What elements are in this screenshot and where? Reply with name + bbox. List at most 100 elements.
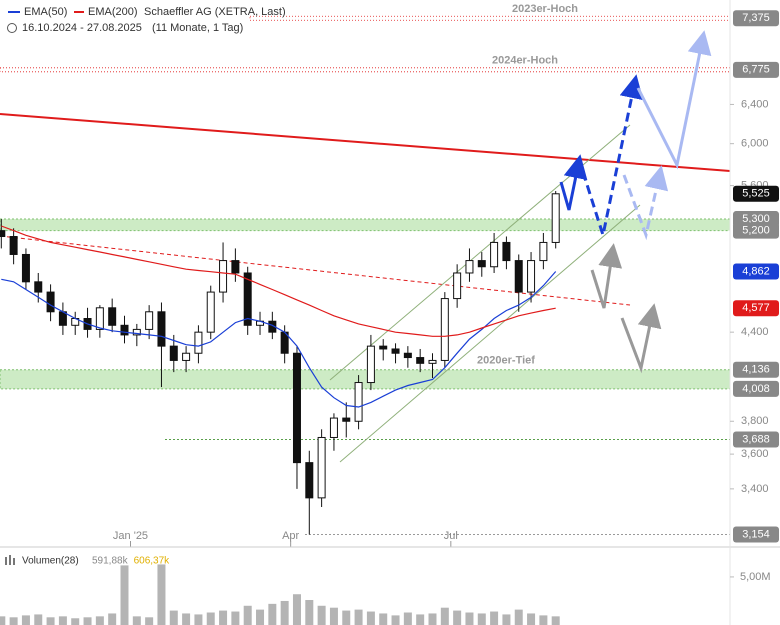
- volume-bar: [256, 609, 265, 625]
- candle-body: [95, 307, 104, 330]
- volume-bar: [83, 617, 92, 625]
- volume-icon: [5, 557, 7, 565]
- candle-body: [354, 382, 363, 422]
- y-tick-label: 4,400: [741, 326, 769, 338]
- volume-bar: [490, 611, 499, 625]
- y-tick-label: 6,400: [741, 98, 769, 110]
- x-tick-label: Jan '25: [113, 530, 148, 542]
- price-box: [733, 61, 779, 78]
- legend-label: EMA(50): [24, 6, 67, 18]
- volume-bar: [95, 616, 104, 625]
- price-box: [733, 361, 779, 378]
- candle-body: [132, 328, 141, 336]
- price-box-label: 5,200: [742, 225, 770, 237]
- price-box: [733, 263, 779, 280]
- volume-bar: [0, 616, 6, 625]
- candle-body: [219, 260, 228, 293]
- candle-body: [317, 436, 326, 499]
- volume-bar: [502, 614, 511, 625]
- level-annotation: 2024er-Hoch: [492, 55, 558, 67]
- candle-body: [428, 359, 437, 364]
- price-box-label: 6,775: [742, 64, 770, 76]
- candle-body: [477, 260, 486, 268]
- downtrend-line: [0, 113, 731, 172]
- price-box-label: 3,154: [742, 528, 770, 540]
- candle-body: [539, 241, 548, 262]
- candle-body: [34, 281, 43, 293]
- volume-legend-value: 591,88k: [92, 556, 129, 567]
- volume-bar: [157, 564, 166, 625]
- dashed-trend-line: [0, 235, 631, 306]
- candle-body: [551, 193, 560, 243]
- volume-bar: [391, 615, 400, 625]
- candle-body: [366, 345, 375, 384]
- price-box-label: 4,136: [742, 364, 770, 376]
- candle-body: [21, 253, 30, 283]
- volume-icon: [13, 558, 15, 565]
- candle-body: [453, 272, 462, 300]
- price-box-label: 5,300: [742, 213, 770, 225]
- volume-bar: [539, 615, 548, 625]
- scenario-arrow: [636, 30, 712, 170]
- candle-body: [0, 230, 6, 238]
- volume-bar: [453, 610, 462, 625]
- candle-body: [120, 324, 129, 336]
- chart-title: Schaeffler AG (XETRA, Last): [144, 6, 286, 18]
- candle-body: [416, 357, 425, 364]
- price-box: [733, 380, 779, 397]
- volume-bar: [317, 605, 326, 625]
- price-box-label: 7,375: [742, 12, 770, 24]
- scenario-arrow: [559, 154, 588, 211]
- volume-bar: [292, 594, 301, 625]
- channel-line: [339, 204, 641, 463]
- volume-bar: [194, 614, 203, 625]
- ema-line: [1, 271, 557, 408]
- period: (11 Monate, 1 Tag): [152, 22, 243, 34]
- volume-bar: [71, 618, 80, 625]
- support-zone: [0, 218, 731, 232]
- candle-body: [194, 331, 203, 354]
- volume-bar: [342, 610, 351, 625]
- ema-line: [1, 225, 556, 337]
- level-annotation: 2023er-Hoch: [512, 3, 578, 15]
- candle-body: [157, 311, 166, 347]
- volume-bar: [280, 600, 289, 625]
- volume-bar: [440, 607, 449, 625]
- volume-bar: [354, 609, 363, 625]
- volume-tick-label: 5,00M: [740, 571, 771, 583]
- y-tick-label: 3,400: [741, 483, 769, 495]
- price-box: [733, 185, 779, 202]
- candle-body: [169, 345, 178, 361]
- resistance-line: [0, 67, 731, 73]
- candle-body: [9, 236, 18, 255]
- price-box-label: 4,862: [742, 265, 770, 277]
- volume-bar: [403, 612, 412, 625]
- volume-bar: [206, 612, 215, 625]
- y-tick-label: 6,000: [741, 138, 769, 150]
- volume-bar: [120, 565, 129, 625]
- volume-bar: [416, 614, 425, 625]
- candle-body: [145, 311, 154, 330]
- candle-body: [502, 241, 511, 262]
- price-box: [733, 431, 779, 448]
- price-box: [733, 10, 779, 27]
- volume-bar: [477, 613, 486, 625]
- level-annotation: 2020er-Tief: [477, 355, 535, 367]
- y-tick-label: 3,600: [741, 448, 769, 460]
- scenario-arrow: [622, 165, 669, 241]
- price-box-label: 3,688: [742, 433, 770, 445]
- volume-bar: [34, 614, 43, 625]
- clock-icon: [7, 23, 17, 33]
- resistance-line: [249, 15, 731, 21]
- price-box: [733, 300, 779, 317]
- candle-body: [182, 352, 191, 361]
- candle-body: [527, 260, 536, 293]
- candle-body: [403, 352, 412, 359]
- candle-body: [206, 291, 215, 333]
- candle-body: [342, 417, 351, 422]
- price-box: [733, 526, 779, 543]
- candle-body: [292, 352, 301, 464]
- volume-bar: [465, 612, 474, 625]
- x-tick-label: Jul: [444, 530, 458, 542]
